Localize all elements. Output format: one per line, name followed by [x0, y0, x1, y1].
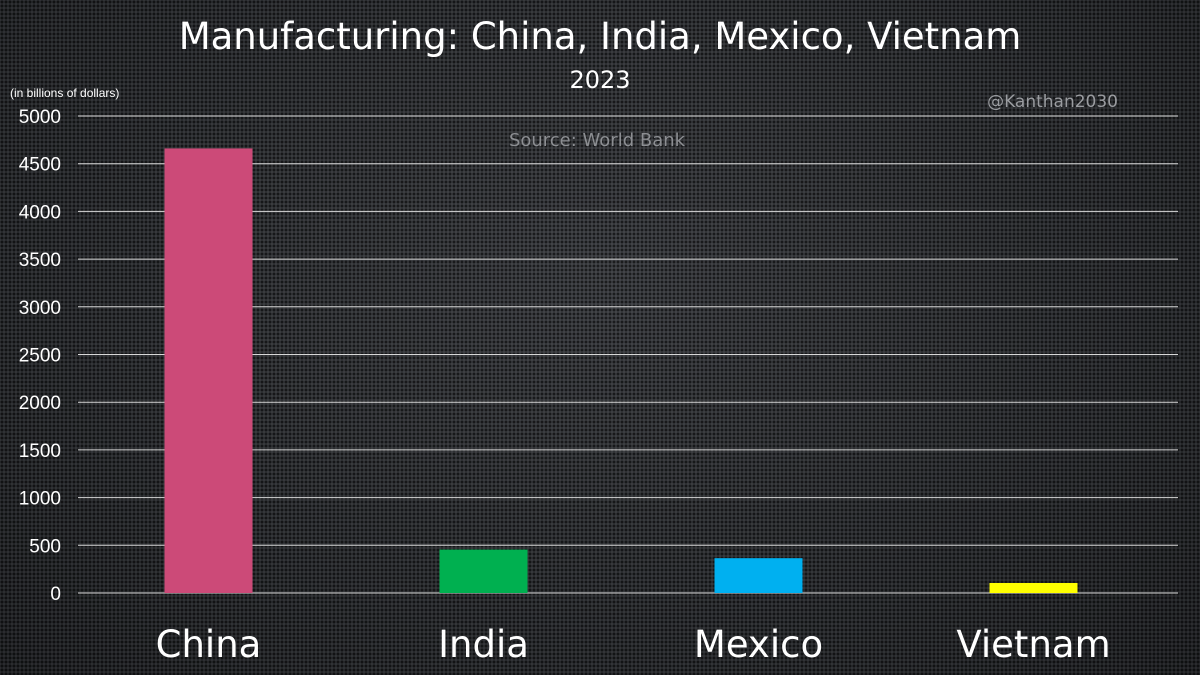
author-handle: @Kanthan2030 — [987, 92, 1118, 112]
y-tick-label: 500 — [29, 536, 61, 557]
y-tick-label: 0 — [50, 584, 61, 605]
y-tick-label: 1500 — [19, 441, 61, 462]
chart-title: Manufacturing: China, India, Mexico, Vie… — [179, 15, 1022, 58]
x-tick-label: Mexico — [694, 623, 823, 666]
y-tick-label: 2500 — [19, 346, 61, 367]
bar-mexico — [714, 558, 803, 593]
chart-subtitle: 2023 — [569, 66, 630, 94]
x-axis: China India Mexico Vietnam — [156, 623, 1111, 666]
unit-label: (in billions of dollars) — [10, 86, 119, 100]
y-tick-label: 4500 — [19, 155, 61, 176]
bar-china — [164, 148, 253, 593]
source-note: Source: World Bank — [509, 130, 686, 151]
y-tick-label: 5000 — [19, 107, 61, 128]
bars — [164, 148, 1078, 593]
y-tick-label: 4000 — [19, 202, 61, 223]
y-tick-label: 3500 — [19, 250, 61, 271]
x-tick-label: China — [156, 623, 262, 666]
y-tick-label: 1000 — [19, 489, 61, 510]
y-axis: 0 500 1000 1500 2000 2500 3000 3500 4000 4500 5000 — [19, 107, 61, 605]
x-tick-label: India — [438, 623, 529, 666]
bar-vietnam — [989, 582, 1078, 593]
y-tick-label: 2000 — [19, 393, 61, 414]
x-tick-label: Vietnam — [956, 623, 1110, 666]
gridlines — [78, 115, 1178, 594]
y-tick-label: 3000 — [19, 298, 61, 319]
bar-india — [439, 549, 528, 593]
